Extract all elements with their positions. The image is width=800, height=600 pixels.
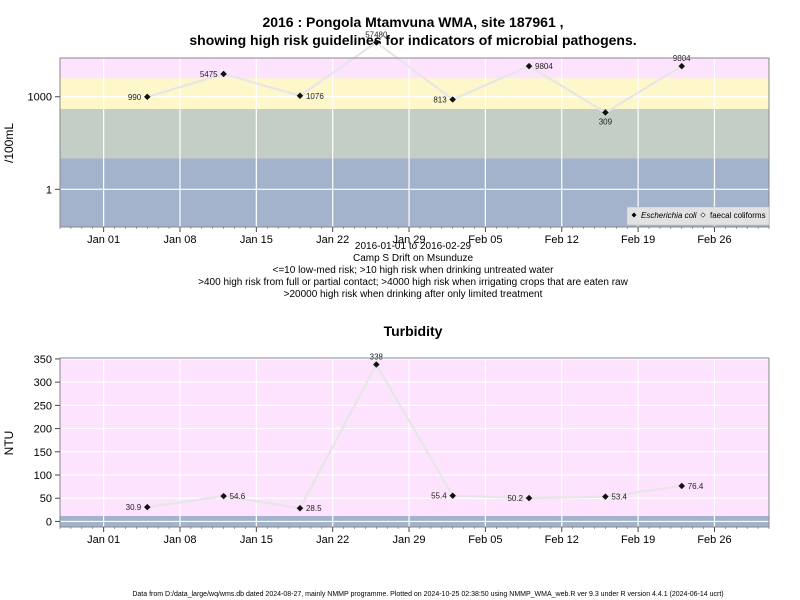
series-line-1 <box>147 363 682 510</box>
y-tick-label: 150 <box>34 447 52 459</box>
y-tick-label: 200 <box>34 424 52 436</box>
data-point <box>525 62 533 70</box>
data-label: 53.4 <box>611 493 627 502</box>
risk-band-3 <box>60 78 769 110</box>
y-tick-label: 100 <box>34 470 52 482</box>
chart-1-grid <box>60 58 769 227</box>
legend-ecoli-marker <box>631 212 637 218</box>
x-tick-label: Jan 15 <box>240 534 273 546</box>
y-tick-label: 300 <box>34 377 52 389</box>
data-label: 309 <box>599 117 613 126</box>
x-tick-label: Feb 19 <box>621 534 655 546</box>
data-point <box>602 109 609 116</box>
data-point <box>525 494 533 502</box>
data-point <box>449 492 457 500</box>
x-tick-label: Jan 29 <box>393 534 426 546</box>
data-point <box>220 70 227 78</box>
data-label: 9804 <box>673 54 691 63</box>
x-tick-label: Jan 01 <box>87 234 120 246</box>
chart-1-caption-line-2: Camp S Drift on Msunduze <box>353 253 473 264</box>
risk-band-2 <box>60 109 769 159</box>
x-tick-label: Feb 12 <box>545 234 579 246</box>
chart-2-series: 30.9 54.6 28.5 338 55.4 50.2 53.4 76.4 <box>126 353 704 514</box>
data-point <box>296 92 304 100</box>
y-tick-label: 350 <box>34 354 52 366</box>
chart-1-risk-bands <box>60 58 769 227</box>
chart-1-title-line-2: showing high risk guidelines for indicat… <box>189 32 636 48</box>
chart-1-caption-line-3: <=10 low-med risk; >10 high risk when dr… <box>273 265 555 276</box>
data-label: 76.4 <box>688 482 704 491</box>
chart-1-caption-line-1: 2016-01-01 to 2016-02-29 <box>355 241 472 252</box>
risk-band-4 <box>60 58 769 79</box>
chart-2-title: Turbidity <box>384 323 443 339</box>
data-label: 990 <box>128 93 142 102</box>
chart-1-axes: Jan 01 Jan 08 Jan 15 Jan 22 Jan 29 Feb 05 Feb … <box>28 92 770 246</box>
data-label: 28.5 <box>306 504 322 513</box>
y-tick-label: 50 <box>40 493 52 505</box>
data-point <box>143 93 151 101</box>
data-label: 9804 <box>535 62 553 71</box>
x-tick-label: Feb 26 <box>697 534 731 546</box>
x-tick-label: Feb 12 <box>545 534 579 546</box>
data-point <box>220 492 227 500</box>
y-tick-label: 1 <box>46 184 52 196</box>
x-tick-label: Jan 22 <box>316 534 349 546</box>
data-point <box>602 493 609 500</box>
y-tick-label: 250 <box>34 400 52 412</box>
data-point <box>678 62 686 70</box>
data-label: 5475 <box>200 70 218 79</box>
data-point <box>143 503 151 511</box>
x-tick-label: Jan 22 <box>316 234 349 246</box>
x-tick-label: Feb 05 <box>468 234 502 246</box>
data-label: 338 <box>370 353 384 362</box>
legend-faecal-coliforms-marker <box>700 212 706 218</box>
chart-1-legend: Escherichia coli faecal coliforms <box>626 206 770 226</box>
chart-2-frame <box>59 357 770 528</box>
data-point <box>372 361 380 368</box>
chart-1-caption-line-4: >400 high risk from full or partial cont… <box>198 277 628 288</box>
y-tick-label: 1000 <box>28 92 52 104</box>
data-label: 813 <box>433 96 447 105</box>
legend-faecal-coliforms-label: faecal coliforms <box>710 211 766 220</box>
chart-1-caption-line-5: >20000 high risk when drinking after onl… <box>284 289 543 300</box>
chart-1-title-line-1: 2016 : Pongola Mtamvuna WMA, site 187961… <box>262 14 563 30</box>
legend-box <box>626 206 770 226</box>
x-tick-label: Jan 15 <box>240 234 273 246</box>
chart-2-axes: Jan 01 Jan 08 Jan 15 Jan 22 Jan 29 Feb 05 Feb … <box>34 354 770 546</box>
data-label: 55.4 <box>431 492 447 501</box>
x-tick-label: Jan 08 <box>163 534 196 546</box>
x-tick-label: Jan 08 <box>163 234 196 246</box>
footer-note: Data from D:/data_large/wq/wms.db dated … <box>132 591 723 598</box>
chart-2-bands <box>60 358 769 527</box>
x-tick-label: Feb 26 <box>697 234 731 246</box>
chart-1-y-axis-label: /100mL <box>2 123 16 163</box>
data-label: 50.2 <box>507 494 523 503</box>
data-label: 30.9 <box>126 503 142 512</box>
data-point <box>372 39 380 46</box>
data-label: 57480 <box>365 30 388 39</box>
chart-1-frame <box>59 57 770 228</box>
x-tick-label: Jan 01 <box>87 534 120 546</box>
data-label: 54.6 <box>230 492 246 501</box>
y-tick-label: 0 <box>46 516 52 528</box>
data-point <box>296 504 304 512</box>
data-point <box>678 482 686 490</box>
data-label: 1076 <box>306 92 324 101</box>
chart-1-series: 990 5475 1076 57480 813 9804 309 9804 <box>128 30 691 126</box>
x-tick-label: Jan 29 <box>393 234 426 246</box>
chart-2-y-axis-label: NTU <box>2 431 16 456</box>
data-point <box>449 96 457 103</box>
x-tick-label: Feb 05 <box>468 534 502 546</box>
series-line-1 <box>146 41 683 114</box>
legend-ecoli-label: Escherichia coli <box>641 211 697 220</box>
x-tick-label: Feb 19 <box>621 234 655 246</box>
